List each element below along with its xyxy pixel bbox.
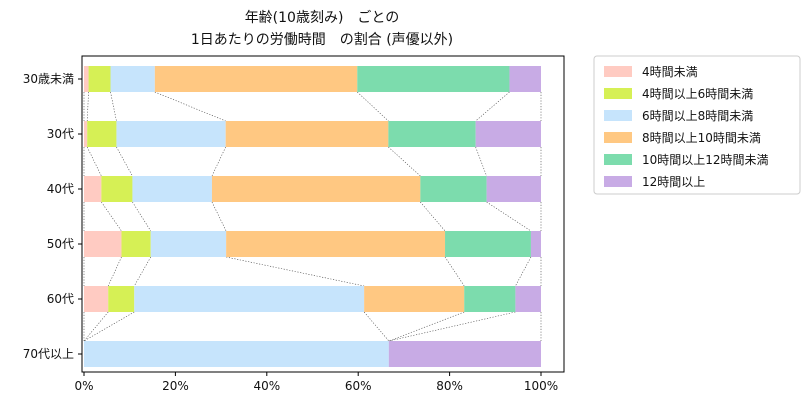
x-tick-label: 60% [345,379,372,393]
bar-segment [84,286,109,312]
connector-line [211,146,226,177]
y-tick-label: 30歳未満 [23,72,74,86]
bar-segment [154,66,358,92]
connector-line [107,256,122,287]
bar-segment [84,341,389,367]
plot-frame [81,55,565,373]
legend-swatch [604,132,632,143]
legend-label: 8時間以上10時間未満 [642,131,761,145]
bar-segment [530,231,541,257]
bar-segment [515,286,541,312]
bar-segment [116,121,226,147]
legend-label: 4時間未満 [642,65,698,79]
x-tick-label: 40% [253,379,280,393]
connector-line [86,91,89,122]
bar-segment [211,176,421,202]
connector-line [444,256,465,287]
connector-line [357,91,389,122]
bar-segment [225,121,389,147]
x-tick-label: 100% [524,379,558,393]
x-axis: 0% 20% 40% 60% 80% 100% [74,372,558,393]
connector-line [363,311,390,342]
bar-segment [84,121,88,147]
connector-line [83,311,135,342]
bar-segment [357,66,510,92]
bars [84,66,541,367]
chart-title-line-1: 年齢(10歳刻み) ごとの [245,10,400,26]
connector-line [475,91,510,122]
bar-segment [486,176,541,202]
connector-line [420,201,446,232]
legend-frame [593,55,801,195]
x-tick-label: 80% [436,379,463,393]
connector-line [515,256,532,287]
bar-segment [509,66,541,92]
connector-line [388,311,516,342]
y-tick-label: 40代 [47,182,74,196]
legend-label: 10時間以上12時間未満 [642,153,769,167]
bar-segment [84,66,89,92]
legend-swatch [604,176,632,187]
bar-segment [420,176,487,202]
bar-segment [388,341,541,367]
connector-line [211,201,227,232]
connector-line [154,91,226,122]
y-tick-label: 30代 [47,127,74,141]
bar-segment [464,286,516,312]
y-tick-label: 60代 [47,292,74,306]
connector-line [132,201,151,232]
bar-segment [121,231,151,257]
connector-line [486,201,532,232]
bar-segment [108,286,135,312]
bar-segment [445,231,531,257]
bar-segment [388,121,476,147]
x-tick-label: 0% [74,379,93,393]
connector-line [388,146,421,177]
bar-segment [134,286,365,312]
connector-line [101,201,122,232]
legend-swatch [604,66,632,77]
bar-segment [475,121,541,147]
bar-segment [88,66,111,92]
bar-segment [226,231,446,257]
legend-swatch [604,88,632,99]
connector-line [134,256,151,287]
legend-label: 6時間以上8時間未満 [642,109,753,123]
y-tick-label: 70代以上 [23,347,74,361]
x-tick-label: 20% [162,379,189,393]
legend: 4時間未満 4時間以上6時間未満 6時間以上8時間未満 8時間以上10時間未満 10時間… [593,55,801,195]
connector-line [475,146,487,177]
legend-label: 4時間以上6時間未満 [642,87,753,101]
bar-segment [364,286,465,312]
legend-swatch [604,110,632,121]
y-tick-label: 50代 [47,237,74,251]
connector-line [226,256,365,287]
connector-line [110,91,117,122]
connector-line [86,146,102,177]
bar-segment [150,231,227,257]
bar-segment [101,176,133,202]
bar-segment [84,176,102,202]
chart-title-line-2: 1日あたりの労働時間 の割合 (声優以外) [191,31,453,48]
legend-swatch [604,154,632,165]
connector-line [116,146,133,177]
bar-segment [87,121,117,147]
bar-segment [84,231,122,257]
connector-lines [83,91,542,342]
connector-line [388,311,465,342]
y-axis: 30歳未満 30代 40代 50代 60代 70代以上 [23,72,82,361]
bar-segment [110,66,155,92]
bar-segment [132,176,212,202]
connector-line [83,311,109,342]
legend-label: 12時間以上 [642,175,705,189]
